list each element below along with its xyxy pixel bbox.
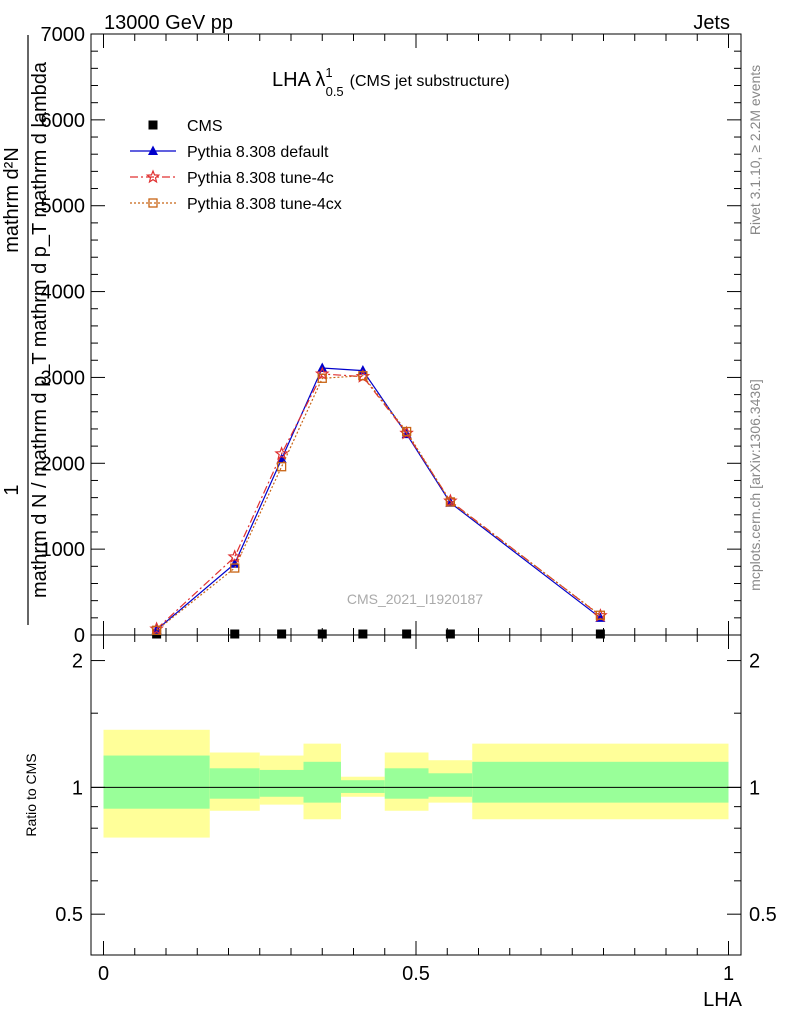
- ylabel-denominator: mathrm d N / mathrm d p_T mathrm d p_T m…: [29, 61, 51, 598]
- series-0-point: [317, 629, 327, 639]
- series-3-point: [317, 373, 327, 383]
- series-line-1: [156, 367, 601, 631]
- ylabel-one: 1: [1, 484, 23, 495]
- series-0-point: [445, 629, 455, 639]
- legend-label-2: Pythia 8.308 tune-4c: [187, 170, 334, 187]
- main-ytick-label: 6000: [41, 110, 86, 132]
- legend-marker-3: [148, 198, 158, 208]
- series-2-point: [274, 446, 289, 461]
- ratio-inner-band-5: [384, 768, 429, 799]
- legend-marker-0: [148, 120, 158, 130]
- plot-title: LHA λ1 0.5 (CMS jet substructure): [272, 65, 510, 99]
- ratio-inner-band-0: [103, 755, 210, 809]
- series-3: [151, 371, 606, 635]
- series-3-point: [230, 563, 240, 573]
- ratio-inner-band-3: [303, 761, 341, 803]
- ratio-bands: [103, 729, 729, 838]
- rivet-label: Rivet 3.1.10, ≥ 2.2M events: [747, 65, 763, 235]
- series-2-point: [314, 366, 330, 381]
- main-ytick-label: 0: [74, 625, 85, 647]
- series-3-point: [276, 462, 287, 472]
- main-plot-frame: 0 1000 2000 3000 4000 5000 6000 7000: [41, 24, 742, 647]
- ratio-ytick-label-right: 1: [749, 777, 760, 799]
- ratio-plot-frame: 0 0.5 1 0.5 0.5 1 1 2 2: [55, 634, 777, 985]
- series-3-point: [151, 625, 162, 635]
- ratio-ylabel: Ratio to CMS: [23, 753, 39, 836]
- series-0-point: [277, 629, 287, 639]
- main-ytick-label: 5000: [41, 196, 86, 218]
- main-ytick-label: 3000: [41, 367, 86, 389]
- ratio-ytick-label-left: 2: [72, 651, 83, 673]
- legend-marker-1: [148, 145, 158, 155]
- ratio-ytick-label-right: 0.5: [749, 904, 777, 926]
- main-ytick-label: 4000: [41, 282, 86, 304]
- series-3-point: [401, 426, 412, 437]
- x-axis-label: LHA: [703, 989, 743, 1011]
- ratio-xtick-label: 0: [98, 963, 109, 985]
- mcplots-label: mcplots.cern.ch [arXiv:1306.3436]: [747, 379, 763, 591]
- series-line-3: [156, 375, 601, 631]
- series-0-point: [595, 629, 605, 639]
- series-layer: [149, 362, 608, 639]
- ratio-inner-band-1: [209, 768, 260, 799]
- ratio-ytick-label-right: 2: [749, 651, 760, 673]
- ratio-xtick-label: 0.5: [402, 963, 430, 985]
- main-ytick-label: 2000: [41, 453, 86, 475]
- title-note: (CMS jet substructure): [350, 73, 510, 90]
- analysis-watermark: CMS_2021_I1920187: [347, 591, 483, 607]
- legend: CMS Pythia 8.308 default Pythia 8.308 tune…: [130, 118, 342, 213]
- series-0-point: [402, 629, 412, 639]
- ratio-inner-band-2: [259, 769, 304, 797]
- series-0-point: [230, 629, 240, 639]
- title-sup: 1: [325, 65, 332, 80]
- series-1-point: [229, 558, 240, 568]
- ratio-inner-band-6: [428, 773, 473, 797]
- legend-label-1: Pythia 8.308 default: [187, 144, 329, 161]
- header-energy-label: 13000 GeV pp: [104, 12, 233, 34]
- main-ylabel: 1 mathrm d²N mathrm d N / mathrm d p_T m…: [1, 35, 51, 625]
- title-main: LHA λ: [272, 69, 325, 91]
- header-process-label: Jets: [693, 12, 730, 34]
- series-0-point: [358, 629, 368, 639]
- ratio-inner-band-7: [472, 761, 729, 803]
- legend-label-0: CMS: [187, 118, 223, 135]
- legend-marker-2: [145, 169, 161, 184]
- series-3-point: [595, 610, 606, 620]
- title-sub: 0.5: [326, 84, 344, 99]
- series-3-point: [358, 371, 368, 381]
- legend-label-3: Pythia 8.308 tune-4cx: [187, 196, 342, 213]
- main-ytick-label: 7000: [41, 24, 86, 46]
- series-2-point: [227, 549, 243, 564]
- ylabel-numerator: mathrm d²N: [1, 147, 23, 253]
- ratio-ytick-label-left: 1: [72, 777, 83, 799]
- ratio-xtick-label: 1: [723, 963, 734, 985]
- ratio-ytick-label-left: 0.5: [55, 904, 83, 926]
- ratio-inner-band-4: [341, 780, 385, 793]
- series-0: [152, 629, 605, 639]
- series-3-point: [445, 497, 456, 507]
- main-ytick-label: 1000: [41, 539, 86, 561]
